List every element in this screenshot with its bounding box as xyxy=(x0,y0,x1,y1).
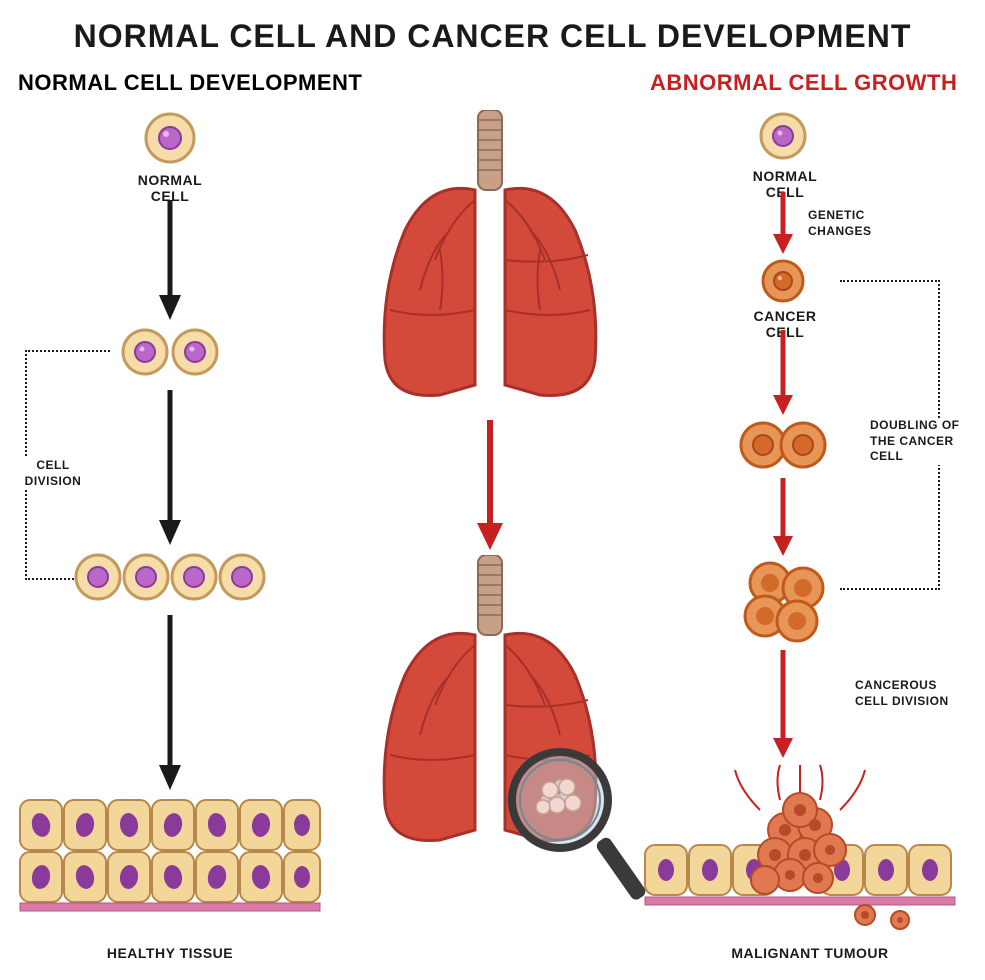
normal-cell-right-icon xyxy=(755,108,811,164)
four-cells-icon xyxy=(70,550,270,605)
cell-division-label: CELL DIVISION xyxy=(8,458,98,489)
arrow-down-icon xyxy=(155,200,185,320)
malignant-tumour-label: MALIGNANT TUMOUR xyxy=(720,945,900,961)
normal-cell-single-icon xyxy=(140,108,200,168)
arrow-down-icon xyxy=(155,615,185,790)
magnifier-icon xyxy=(505,745,655,915)
arrow-down-red-icon xyxy=(770,192,796,254)
right-column-title: ABNORMAL CELL GROWTH xyxy=(650,70,957,96)
cancer-cluster-icon xyxy=(735,558,835,648)
cancer-cell-icon xyxy=(758,256,808,306)
doubling-label: DOUBLING OF THE CANCER CELL xyxy=(870,418,980,465)
arrow-down-red-icon xyxy=(770,650,796,758)
genetic-changes-label: GENETIC CHANGES xyxy=(808,208,928,239)
arrow-down-icon xyxy=(155,390,185,545)
healthy-tissue-icon xyxy=(15,795,325,915)
healthy-lungs-icon xyxy=(350,110,630,410)
healthy-tissue-label: HEALTHY TISSUE xyxy=(100,945,240,961)
malignant-tumour-icon xyxy=(640,760,980,935)
arrow-down-red-icon xyxy=(475,420,505,550)
main-title: NORMAL CELL AND CANCER CELL DEVELOPMENT xyxy=(74,18,912,55)
two-cancer-cells-icon xyxy=(735,418,831,473)
two-cells-icon xyxy=(115,325,225,380)
left-column-title: NORMAL CELL DEVELOPMENT xyxy=(18,70,362,96)
cancerous-division-label: CANCEROUS CELL DIVISION xyxy=(855,678,965,709)
arrow-down-red-icon xyxy=(770,478,796,556)
arrow-down-red-icon xyxy=(770,330,796,415)
